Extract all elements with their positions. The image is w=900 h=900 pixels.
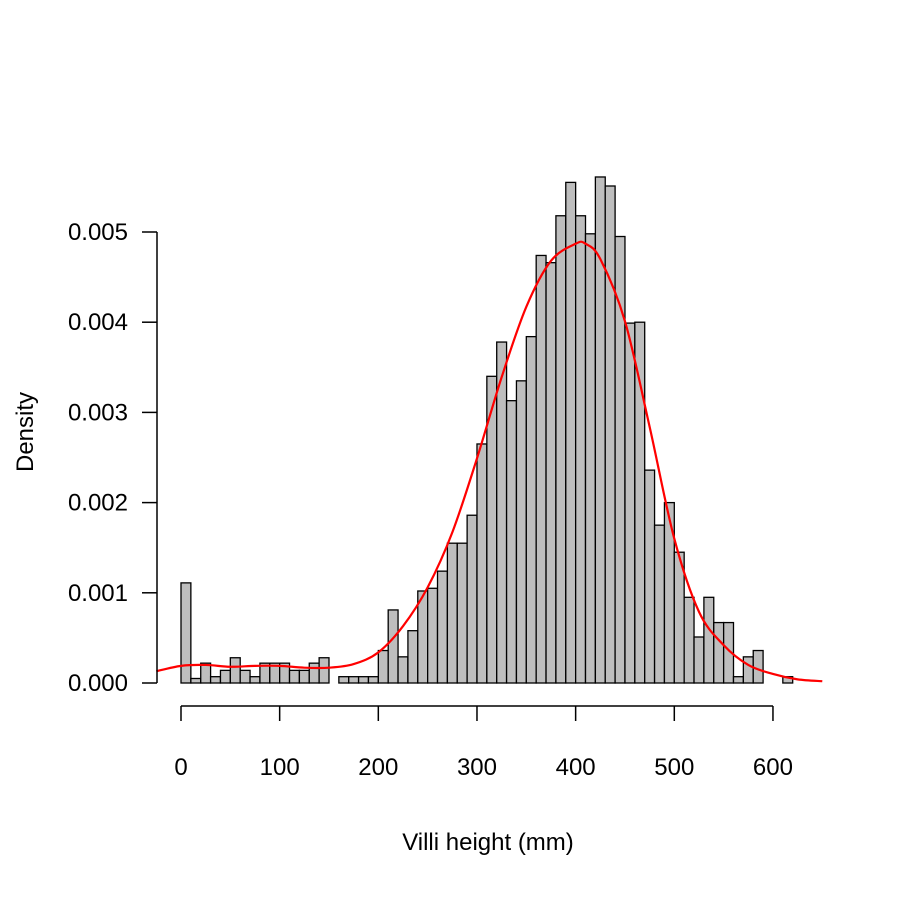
x-tick-label: 500 [654, 754, 694, 781]
histogram-bar [505, 400, 518, 684]
density-curve [156, 240, 823, 683]
x-tick-label: 300 [457, 754, 497, 781]
x-tick-label: 600 [753, 754, 793, 781]
histogram-bar [515, 380, 527, 684]
histogram-bar [604, 185, 616, 684]
histogram-bar [407, 630, 419, 684]
histogram-bar [367, 676, 379, 684]
x-tick-label: 0 [174, 754, 187, 781]
histogram-bar [308, 662, 320, 684]
histogram-bar [180, 582, 192, 684]
histogram-bar [653, 524, 666, 684]
histogram-bar [338, 676, 350, 684]
histogram-bar [446, 542, 458, 684]
histogram-bar [377, 649, 389, 684]
histogram-bar [644, 469, 656, 684]
x-tick-label: 400 [556, 754, 596, 781]
histogram-bar [209, 676, 222, 684]
histogram-bar [713, 621, 725, 684]
histogram-bar [466, 514, 478, 684]
y-axis-title: Density [12, 392, 39, 472]
histogram-bar [565, 181, 577, 684]
histogram-bar [357, 676, 370, 684]
x-axis: 0 100 200 300 400 500 600 [174, 705, 793, 781]
histogram-bar [249, 676, 261, 684]
histogram-bar [190, 677, 202, 684]
y-tick-label: 0.002 [68, 490, 128, 517]
histogram-bar [397, 656, 409, 684]
histogram-bar [476, 443, 488, 684]
histogram-bar [348, 676, 360, 684]
y-tick-label: 0.000 [68, 670, 128, 697]
histogram-bar [732, 676, 745, 684]
y-tick-label: 0.003 [68, 399, 128, 426]
x-tick-label: 100 [260, 754, 300, 781]
histogram-bar [200, 662, 212, 684]
density-curve-layer [156, 240, 823, 683]
histogram-bar [693, 636, 705, 684]
histogram-bar [219, 669, 231, 684]
histogram-bar [318, 657, 330, 684]
y-tick-label: 0.004 [68, 309, 128, 336]
histogram-bar [722, 621, 735, 684]
histogram-bar [555, 215, 567, 684]
histogram-bar [624, 322, 636, 684]
histogram-bar [673, 551, 685, 684]
histogram-bar [387, 609, 399, 684]
histogram-bar [703, 596, 715, 684]
histogram-bar [239, 669, 251, 684]
histogram-bar [742, 656, 754, 684]
histogram-bar [298, 669, 310, 684]
x-axis-title: Villi height (mm) [402, 829, 574, 856]
histogram-bar [525, 335, 537, 684]
histogram-bar [535, 254, 547, 684]
histogram-bar [426, 587, 439, 684]
histogram-bar [584, 233, 597, 684]
histogram-bar [634, 321, 646, 684]
x-tick-label: 200 [358, 754, 398, 781]
histogram-bar [417, 590, 429, 684]
histogram-bar [456, 542, 468, 684]
histogram-bar [496, 341, 508, 684]
histogram-bar [752, 649, 764, 684]
y-tick-label: 0.001 [68, 580, 128, 607]
y-tick-label: 0.005 [68, 219, 128, 246]
histogram-bar [683, 596, 695, 684]
y-axis: 0.000 0.001 0.002 0.003 0.004 0.005 [68, 219, 158, 697]
histogram-bar [229, 657, 241, 684]
histogram-bar [574, 215, 587, 684]
histogram-bar [288, 669, 301, 684]
histogram-bar [545, 262, 557, 684]
histogram-bar [436, 570, 449, 684]
histogram-bars [180, 176, 794, 684]
